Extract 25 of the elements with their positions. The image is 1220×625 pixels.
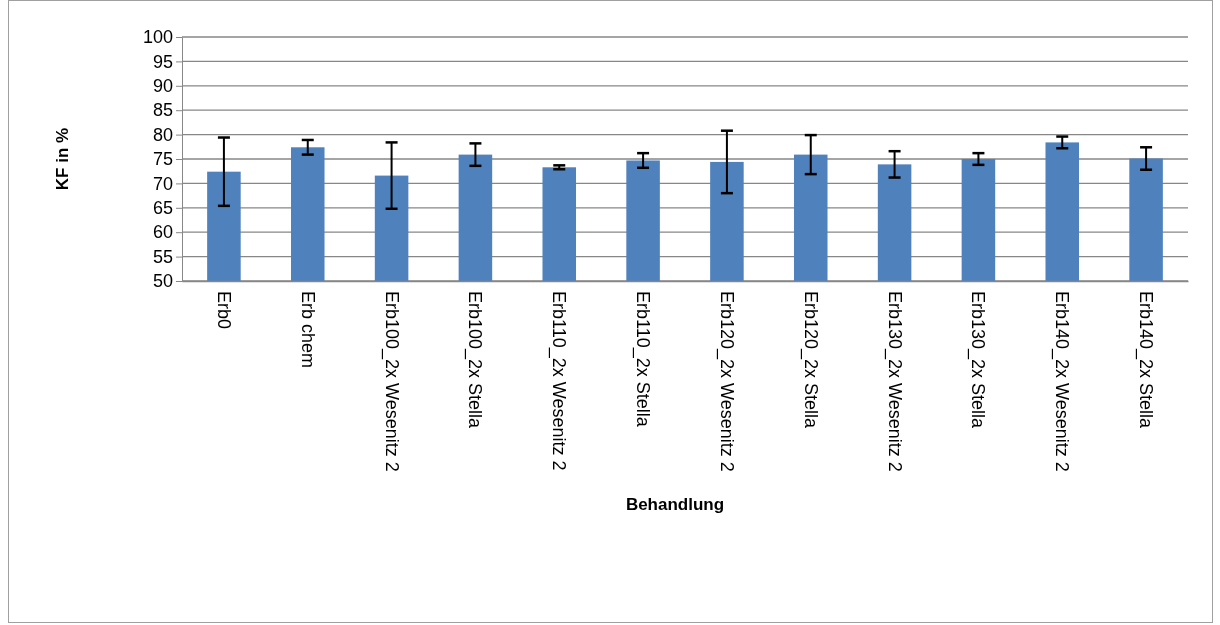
x-tick-label: Erb0 [213,291,234,330]
y-tick-label: 55 [152,246,173,267]
x-tick-label: Erb chem [297,291,318,369]
x-tick-label: Erb110_2x Stella [632,291,654,428]
y-tick-label: 60 [152,222,173,243]
x-tick-label: Erb120_2x Wesenitz 2 [715,291,737,472]
x-axis-title: Behandlung [625,494,725,514]
x-tick-label: Erb130_2x Stella [967,291,989,430]
y-tick-label: 95 [152,51,173,72]
y-tick-label: 75 [152,149,173,170]
y-axis-title: KF in % [53,127,72,191]
y-tick-label: 70 [152,173,173,194]
x-tick-label: Erb100_2x Stella [464,291,486,430]
y-tick-label: 50 [152,271,173,292]
x-tick-label: Erb140_2x Stella [1135,291,1157,430]
x-tick-label: Erb100_2x Wesenitz 2 [380,291,402,472]
x-tick-label: Erb140_2x Wesenitz 2 [1051,291,1073,472]
y-tick-label: 65 [152,198,173,219]
x-tick-label: Erb120_2x Stella [799,291,821,430]
y-tick-label: 85 [152,100,173,121]
y-tick-label: 80 [152,124,173,145]
y-tick-label: 90 [152,76,173,97]
x-tick-label: Erb130_2x Wesenitz 2 [883,291,905,472]
y-tick-label: 100 [142,27,173,48]
x-tick-label: Erb110_2x Wesenitz 2 [548,291,570,471]
